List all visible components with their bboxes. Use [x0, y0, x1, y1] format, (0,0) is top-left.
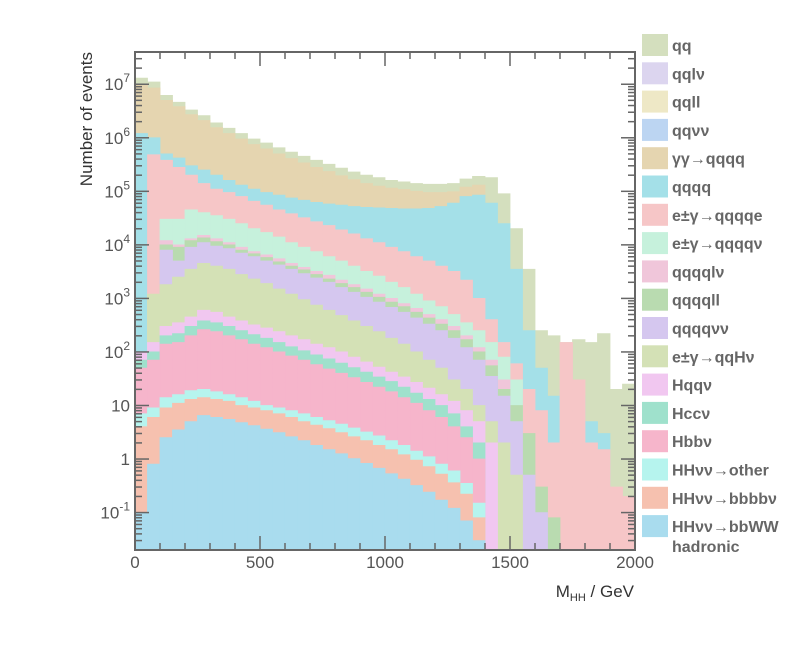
y-tick-label: 10-1: [100, 500, 130, 523]
x-axis-title-subscript: HH: [570, 592, 586, 604]
y-tick-exponent: 2: [123, 339, 130, 353]
y-tick-mantissa: 10: [104, 182, 123, 201]
legend-swatch: [642, 118, 668, 141]
band-hhnunu-to-bbww-hadronic: [134, 415, 486, 551]
legend-entry-hhnunu-to-other: HHνν→other: [642, 458, 769, 481]
legend-swatch: [642, 458, 668, 481]
legend-label: e±γ→qqqqe: [672, 208, 763, 225]
legend-label: HHνν→other: [672, 463, 769, 480]
legend-entry-epmgamma-to-qqqqe: e±γ→qqqqe: [642, 203, 763, 226]
y-axis-title: Number of events: [77, 52, 96, 186]
y-tick-mantissa: 10: [104, 129, 123, 148]
legend-swatch: [642, 203, 668, 226]
legend-label: qq: [672, 38, 692, 55]
legend-entry-hbbnu: Hbbν: [642, 430, 712, 453]
legend-label: qqqq: [672, 180, 711, 197]
y-tick-exponent: 4: [123, 232, 130, 246]
legend-label: e±γ→qqqqν: [672, 236, 763, 253]
legend-swatch: [642, 175, 668, 198]
legend-entry-gammagamma-to-qqqq: γγ→qqqq: [642, 147, 745, 170]
legend-label: HHνν→bbbbν: [672, 491, 777, 508]
legend-swatch: [642, 147, 668, 170]
y-tick-mantissa: 10: [104, 289, 123, 308]
y-tick-label: 104: [104, 232, 130, 255]
legend-swatch: [642, 373, 668, 396]
y-tick-label: 1: [121, 450, 130, 469]
x-tick-label: 0: [130, 553, 139, 572]
legend-label: hadronic: [672, 539, 740, 556]
legend-swatch: [642, 401, 668, 424]
y-tick-mantissa: 1: [121, 450, 130, 469]
x-axis-title-unit: / GeV: [586, 582, 635, 601]
legend-entry-hccnu: Hccν: [642, 401, 710, 424]
legend-entry-hhnunu-to-bbbbnu: HHνν→bbbbν: [642, 486, 777, 509]
legend-entry-qqlnu: qqlν: [642, 62, 705, 85]
y-tick-label: 107: [104, 71, 130, 94]
x-tick-label: 2000: [616, 553, 654, 572]
y-tick-exponent: 5: [123, 178, 130, 192]
y-tick-label: 105: [104, 178, 130, 201]
legend-swatch: [642, 486, 668, 509]
x-axis-title: MHH / GeV: [556, 582, 635, 604]
y-tick-mantissa: 10: [100, 504, 119, 523]
legend-swatch: [642, 90, 668, 113]
legend-swatch: [642, 232, 668, 255]
legend-label: qqqqll: [672, 293, 720, 310]
x-axis-title-main: M: [556, 582, 570, 601]
legend-swatch: [642, 345, 668, 368]
legend-entry-qqqqnunu: qqqqνν: [642, 317, 729, 339]
legend-swatch: [642, 430, 668, 453]
legend-label: qqlν: [672, 66, 705, 83]
y-tick-mantissa: 10: [104, 75, 123, 94]
x-tick-label: 1500: [491, 553, 529, 572]
legend-label: γγ→qqqq: [672, 151, 745, 168]
y-tick-exponent: 7: [123, 71, 130, 85]
y-tick-exponent: -1: [119, 500, 130, 514]
legend-swatch: [642, 34, 668, 56]
legend-swatch: [642, 288, 668, 311]
legend-swatch: [642, 515, 668, 538]
legend-swatch: [642, 260, 668, 283]
legend-entry-hhnunu-to-bbww-hadronic: HHνν→bbWW hadronic: [642, 515, 780, 556]
axis-ticks: [134, 51, 636, 551]
legend-swatch: [642, 317, 668, 339]
legend-entry-qqll: qqll: [642, 90, 700, 113]
legend: qqqqlνqqllqqννγγ→qqqqqqqqe±γ→qqqqee±γ→qq…: [642, 34, 780, 556]
y-tick-label: 10: [111, 397, 130, 416]
y-tick-exponent: 6: [123, 125, 130, 139]
legend-label: HHνν→bbWW: [672, 519, 780, 536]
y-tick-mantissa: 10: [104, 343, 123, 362]
y-tick-label: 106: [104, 125, 130, 148]
legend-label: Hbbν: [672, 434, 712, 451]
x-tick-label: 1000: [366, 553, 404, 572]
legend-entry-qq: qq: [642, 34, 692, 56]
legend-label: e±γ→qqHν: [672, 349, 755, 366]
legend-entry-qqqq: qqqq: [642, 175, 711, 198]
y-tick-exponent: 3: [123, 285, 130, 299]
y-tick-mantissa: 10: [104, 236, 123, 255]
y-tick-label: 102: [104, 339, 130, 362]
legend-label: qqqqνν: [672, 321, 729, 338]
legend-entry-epmgamma-to-qqhnu: e±γ→qqHν: [642, 345, 755, 368]
y-tick-label: 103: [104, 285, 130, 308]
x-tick-labels: 0 500 1000 1500 2000: [130, 553, 654, 572]
legend-swatch: [642, 62, 668, 85]
histogram-bands: [134, 77, 636, 551]
y-tick-mantissa: 10: [111, 397, 130, 416]
legend-entry-qqnunu: qqνν: [642, 118, 709, 141]
x-tick-label: 500: [246, 553, 274, 572]
legend-label: qqqqlν: [672, 264, 725, 281]
legend-entry-hqqnu: Hqqν: [642, 373, 712, 396]
legend-label: Hccν: [672, 406, 710, 423]
legend-entry-qqqqll: qqqqll: [642, 288, 720, 311]
legend-entry-epmgamma-to-qqqqnu: e±γ→qqqqν: [642, 232, 763, 255]
legend-entry-qqqqlnu: qqqqlν: [642, 260, 725, 283]
legend-label: qqνν: [672, 123, 709, 140]
legend-label: Hqqν: [672, 378, 712, 395]
legend-label: qqll: [672, 95, 700, 112]
